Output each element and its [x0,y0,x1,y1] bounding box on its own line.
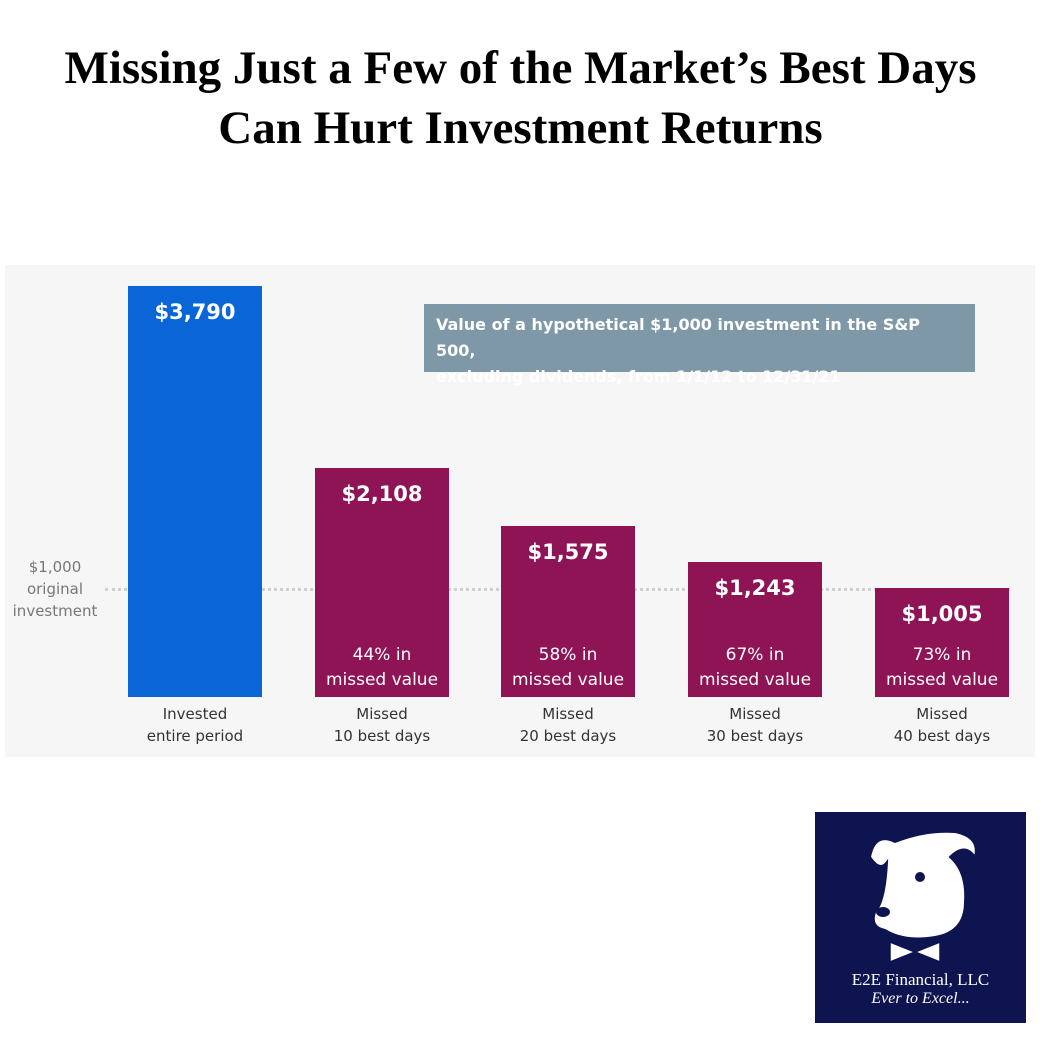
chart-title: Missing Just a Few of the Market’s Best … [64,42,977,154]
bar [688,562,822,697]
bar [315,468,449,697]
value-label: $3,790 [154,299,236,324]
logo [815,812,1026,1023]
value-label: $1,575 [527,540,609,565]
bar [128,285,262,697]
bar-annotation: 67% in missed value [698,645,812,690]
logo-tagline: Ever to Excel... [871,990,970,1007]
x-tick-label: Missed 40 best days [893,705,991,745]
bar-annotation: 58% in missed value [511,645,625,690]
x-tick-label: Missed 20 best days [519,705,617,745]
bar [501,526,635,697]
x-tick-label: Missed 30 best days [706,705,804,745]
note-box: Value of a hypothetical $1,000 investmen… [424,304,975,386]
value-label: $1,005 [901,601,983,626]
reference-label: $1,000 original investment [12,557,98,620]
bar [875,587,1009,697]
x-tick-label: Invested entire period [146,705,244,745]
bar-annotation: 73% in missed value [885,645,999,690]
value-label: $2,108 [341,482,423,507]
x-tick-label: Missed 10 best days [333,705,431,745]
bar-annotation: 44% in missed value [325,645,439,690]
logo-dog [868,830,977,964]
value-label: $1,243 [714,576,796,601]
logo-name: E2E Financial, LLC [851,970,990,989]
